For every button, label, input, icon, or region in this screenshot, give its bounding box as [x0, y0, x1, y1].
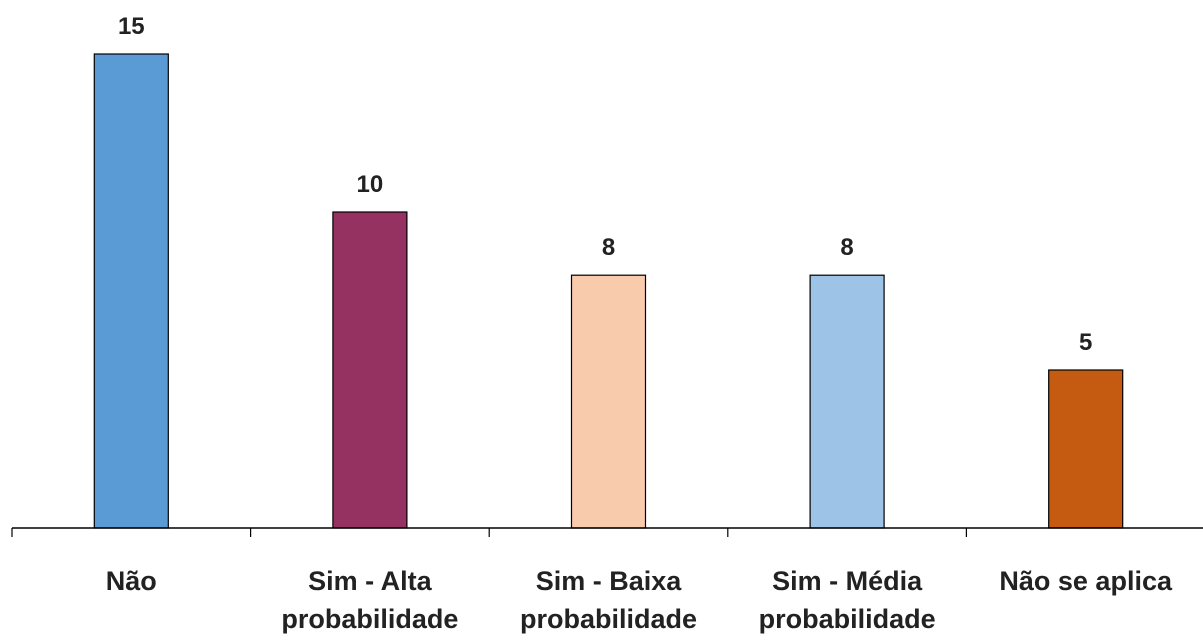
category-labels: Não Sim - Alta probabilidade Sim - Baixa pro…	[106, 566, 1173, 634]
data-label: 8	[840, 234, 853, 261]
bar	[809, 274, 885, 529]
data-label: 10	[357, 171, 384, 198]
x-tick-label: Não	[106, 566, 157, 596]
data-label: 15	[118, 13, 145, 40]
data-label: 8	[602, 234, 615, 261]
bar	[93, 53, 169, 529]
x-tick-label: Sim - Alta probabilidade	[281, 566, 458, 634]
value-labels: 15 10 8 8 5	[118, 13, 1092, 356]
data-label: 5	[1079, 329, 1092, 356]
bars-layer	[93, 53, 1124, 529]
bar	[1048, 369, 1124, 529]
bar	[332, 211, 408, 529]
bar	[570, 274, 647, 529]
x-axis	[11, 527, 1203, 537]
x-tick-label: Não se aplica	[999, 566, 1173, 596]
x-tick-label: Sim - Baixa probabilidade	[520, 566, 697, 634]
x-tick-label: Sim - Média probabilidade	[759, 566, 936, 634]
